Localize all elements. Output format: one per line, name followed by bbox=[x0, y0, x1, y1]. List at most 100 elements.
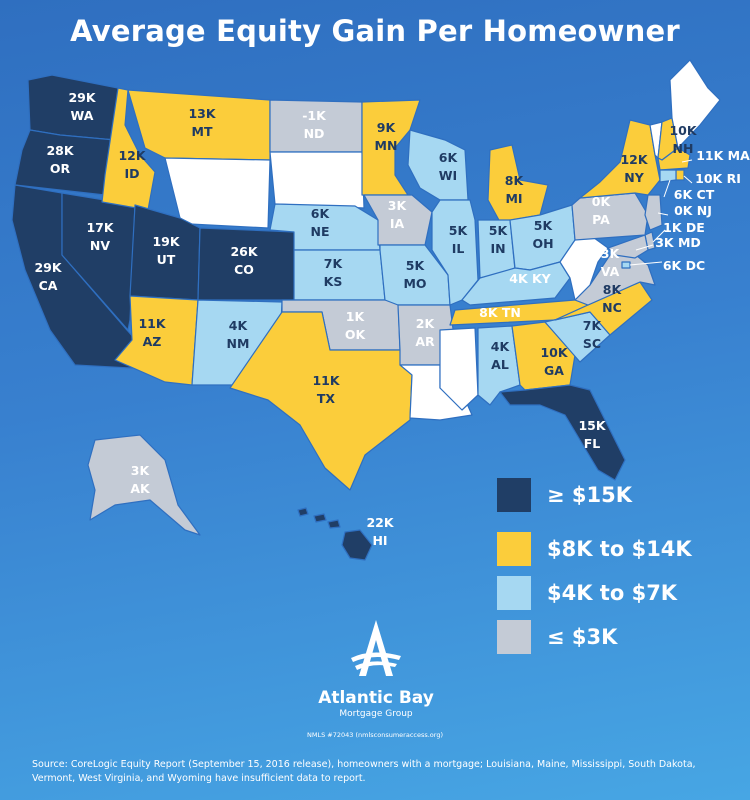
state-code-nv: NV bbox=[90, 238, 110, 253]
state-code-wa: WA bbox=[71, 108, 94, 123]
state-wy bbox=[164, 157, 271, 229]
state-value-ky: 4K KY bbox=[509, 271, 551, 286]
state-value-de: 1K DE bbox=[663, 220, 705, 235]
state-code-id: ID bbox=[124, 166, 139, 181]
state-code-il: IL bbox=[452, 241, 465, 256]
state-code-az: AZ bbox=[143, 334, 162, 349]
state-value-ar: 2K bbox=[416, 316, 436, 331]
state-value-ca: 29K bbox=[34, 260, 62, 275]
state-value-al: 4K bbox=[491, 339, 511, 354]
state-value-il: 5K bbox=[449, 223, 469, 238]
state-value-md: 3K MD bbox=[655, 235, 701, 250]
state-code-ca: CA bbox=[39, 278, 58, 293]
legend-label-mid: $8K to $14K bbox=[547, 537, 692, 561]
state-code-tx: TX bbox=[317, 391, 336, 406]
state-code-mo: MO bbox=[403, 276, 426, 291]
legend-swatch-low bbox=[497, 576, 531, 610]
state-ri bbox=[675, 169, 685, 181]
state-value-sc: 7K bbox=[583, 318, 603, 333]
state-value-az: 11K bbox=[138, 316, 166, 331]
state-value-ut: 19K bbox=[152, 234, 180, 249]
state-value-co: 26K bbox=[230, 244, 258, 259]
state-value-wi: 6K bbox=[439, 150, 459, 165]
legend-swatch-mid bbox=[497, 532, 531, 566]
state-me bbox=[669, 59, 721, 149]
state-code-hi: HI bbox=[372, 533, 387, 548]
state-code-ny: NY bbox=[624, 170, 644, 185]
state-value-id: 12K bbox=[118, 148, 146, 163]
state-value-mt: 13K bbox=[188, 106, 216, 121]
state-fl bbox=[499, 384, 626, 481]
brand-subtitle: Mortgage Group bbox=[339, 709, 413, 719]
legend-item-low: $4K to $7K bbox=[497, 576, 677, 610]
state-hi bbox=[341, 529, 373, 561]
source-note: Source: CoreLogic Equity Report (Septemb… bbox=[32, 759, 696, 784]
state-code-ar: AR bbox=[415, 334, 435, 349]
state-value-nh: 10K bbox=[669, 123, 697, 138]
company-logo: Atlantic Bay Mortgage Group bbox=[296, 618, 456, 719]
state-code-nm: NM bbox=[227, 336, 250, 351]
state-value-or: 28K bbox=[46, 143, 74, 158]
legend-swatch-le3 bbox=[497, 620, 531, 654]
state-md bbox=[607, 234, 649, 259]
state-dc bbox=[621, 261, 631, 269]
state-hi bbox=[327, 519, 341, 529]
legend-label-ge15: ≥ $15K bbox=[547, 483, 633, 507]
state-value-nc: 8K bbox=[603, 282, 623, 297]
state-value-hi: 22K bbox=[366, 515, 394, 530]
state-va bbox=[574, 249, 656, 306]
state-value-nd: -1K bbox=[302, 108, 327, 123]
state-sd bbox=[269, 151, 365, 209]
state-value-ne: 6K bbox=[311, 206, 331, 221]
state-mi bbox=[487, 144, 549, 223]
state-code-or: OR bbox=[50, 161, 71, 176]
state-value-mn: 9K bbox=[377, 120, 397, 135]
state-code-mi: MI bbox=[505, 191, 522, 206]
state-value-nv: 17K bbox=[86, 220, 114, 235]
state-value-ok: 1K bbox=[346, 309, 366, 324]
state-code-wi: WI bbox=[439, 168, 457, 183]
state-code-ak: AK bbox=[130, 481, 151, 496]
state-code-ne: NE bbox=[310, 224, 329, 239]
state-value-tn: 8K TN bbox=[479, 305, 521, 320]
legend-swatch-ge15 bbox=[497, 478, 531, 512]
state-code-ks: KS bbox=[324, 274, 343, 289]
state-value-tx: 11K bbox=[312, 373, 340, 388]
state-code-mt: MT bbox=[192, 124, 213, 139]
state-code-nd: ND bbox=[304, 126, 325, 141]
legend-item-mid: $8K to $14K bbox=[497, 532, 692, 566]
legend-label-low: $4K to $7K bbox=[547, 581, 678, 605]
state-value-ny: 12K bbox=[620, 152, 648, 167]
state-value-wa: 29K bbox=[68, 90, 96, 105]
brand-name: Atlantic Bay bbox=[318, 688, 434, 708]
state-value-nj: 0K NJ bbox=[674, 203, 712, 218]
page-title: Average Equity Gain Per Homeowner bbox=[70, 14, 680, 48]
logo-mark-icon bbox=[351, 620, 401, 676]
state-value-mo: 5K bbox=[406, 258, 426, 273]
state-value-ak: 3K bbox=[131, 463, 151, 478]
state-hi bbox=[297, 507, 309, 517]
state-code-va: VA bbox=[601, 264, 620, 279]
state-ct bbox=[659, 169, 677, 183]
legend-item-ge15: ≥ $15K bbox=[497, 478, 632, 512]
state-value-fl: 15K bbox=[578, 418, 606, 433]
state-value-ks: 7K bbox=[324, 256, 344, 271]
legend-label-le3: ≤ $3K bbox=[547, 625, 618, 649]
state-code-nc: NC bbox=[602, 300, 622, 315]
state-nj bbox=[644, 194, 663, 231]
state-code-oh: OH bbox=[532, 236, 553, 251]
state-value-mi: 8K bbox=[505, 173, 525, 188]
state-ak bbox=[87, 434, 201, 536]
state-code-ut: UT bbox=[157, 252, 176, 267]
state-code-ga: GA bbox=[544, 363, 564, 378]
state-code-nh: NH bbox=[673, 141, 694, 156]
state-value-in: 5K bbox=[489, 223, 509, 238]
state-value-ct: 6K CT bbox=[674, 187, 715, 202]
state-value-dc: 6K DC bbox=[663, 258, 705, 273]
state-value-ma: 11K MA bbox=[696, 148, 750, 163]
state-tx bbox=[229, 311, 413, 491]
state-code-in: IN bbox=[490, 241, 505, 256]
state-value-va: 3K bbox=[601, 246, 621, 261]
state-code-al: AL bbox=[491, 357, 509, 372]
